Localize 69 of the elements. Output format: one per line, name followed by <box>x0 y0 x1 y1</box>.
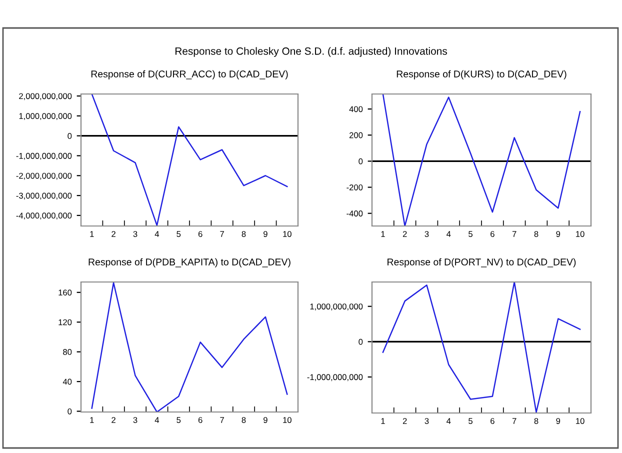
x-tick-label: 5 <box>176 417 181 423</box>
x-tick-label: 3 <box>424 231 429 237</box>
x-tick-label: 3 <box>133 231 138 237</box>
x-tick-label: 10 <box>283 417 292 423</box>
y-tick-label: 0 <box>358 338 363 345</box>
y-tick-label: -2,000,000,000 <box>16 172 72 180</box>
line-series <box>91 282 288 412</box>
x-tick-label: 8 <box>534 231 538 237</box>
y-tick-label: 200 <box>349 132 363 138</box>
x-tick-label: 9 <box>264 417 268 423</box>
x-tick-label: 2 <box>112 417 116 423</box>
y-tick-label: 120 <box>58 319 72 326</box>
y-tick-label: 0 <box>68 408 72 414</box>
y-tick-label: -1,000,000,000 <box>16 152 72 160</box>
x-tick-label: 10 <box>576 231 584 237</box>
y-tick-label: 1,000,000,000 <box>19 113 72 120</box>
y-tick-label: 40 <box>62 378 72 385</box>
x-tick-label: 9 <box>556 231 560 237</box>
x-tick-label: 6 <box>490 231 494 237</box>
y-tick-label: -4,000,000,000 <box>16 212 72 220</box>
x-tick-label: 4 <box>154 417 160 423</box>
y-tick-label: -400 <box>346 210 363 216</box>
x-tick-label: 6 <box>490 418 494 424</box>
x-tick-label: 1 <box>381 231 385 237</box>
chart-title: Response of D(CURR_ACC) to D(CAD_DEV) <box>91 70 288 80</box>
y-tick-label: 80 <box>63 349 72 355</box>
x-tick-label: 4 <box>446 418 451 424</box>
x-tick-label: 1 <box>90 231 94 237</box>
y-tick-label: 1,000,000,000 <box>310 304 363 310</box>
line-series <box>382 282 581 413</box>
x-tick-label: 5 <box>468 231 473 237</box>
x-tick-label: 10 <box>283 231 292 237</box>
x-tick-label: 7 <box>220 417 224 423</box>
y-tick-label: -1,000,000,000 <box>307 374 363 382</box>
line-series <box>382 94 581 226</box>
y-tick-label: 160 <box>58 290 72 296</box>
x-tick-label: 10 <box>576 418 584 424</box>
line-series <box>91 94 288 226</box>
x-tick-label: 2 <box>402 418 407 424</box>
x-tick-label: 6 <box>198 231 202 237</box>
x-tick-label: 7 <box>512 231 516 237</box>
x-tick-label: 3 <box>424 418 429 424</box>
y-tick-label: -200 <box>346 184 363 190</box>
text: Response to Cholesky One S.D. (d.f. adjusted) Innovations <box>176 47 447 57</box>
chart-title: Response of D(PDB_KAPITA) to D(CAD_DEV) <box>88 258 290 268</box>
x-tick-label: 7 <box>220 231 224 237</box>
x-tick-label: 1 <box>381 418 385 424</box>
x-tick-label: 5 <box>468 418 473 424</box>
y-tick-label: 2,000,000,000 <box>19 93 72 100</box>
x-tick-label: 8 <box>242 417 246 423</box>
x-tick-label: 9 <box>264 231 268 237</box>
y-tick-label: -3,000,000,000 <box>16 192 72 200</box>
x-tick-label: 2 <box>402 231 407 237</box>
x-tick-label: 2 <box>112 231 116 237</box>
x-tick-label: 4 <box>446 231 451 237</box>
x-tick-label: 4 <box>154 231 160 237</box>
x-tick-label: 8 <box>242 231 246 237</box>
x-tick-label: 3 <box>133 417 138 423</box>
x-tick-label: 6 <box>198 417 202 423</box>
y-tick-label: 0 <box>68 133 72 139</box>
x-tick-label: 8 <box>534 418 538 424</box>
chart-title: Response of D(KURS) to D(CAD_DEV) <box>396 70 566 80</box>
y-tick-label: 400 <box>349 106 363 112</box>
chart-title: Response of D(PORT_NV) to D(CAD_DEV) <box>388 258 576 268</box>
x-tick-label: 7 <box>512 418 516 424</box>
y-tick-label: 0 <box>358 158 363 164</box>
x-tick-label: 1 <box>90 417 94 423</box>
x-tick-label: 9 <box>556 418 560 424</box>
x-tick-label: 5 <box>176 231 181 237</box>
